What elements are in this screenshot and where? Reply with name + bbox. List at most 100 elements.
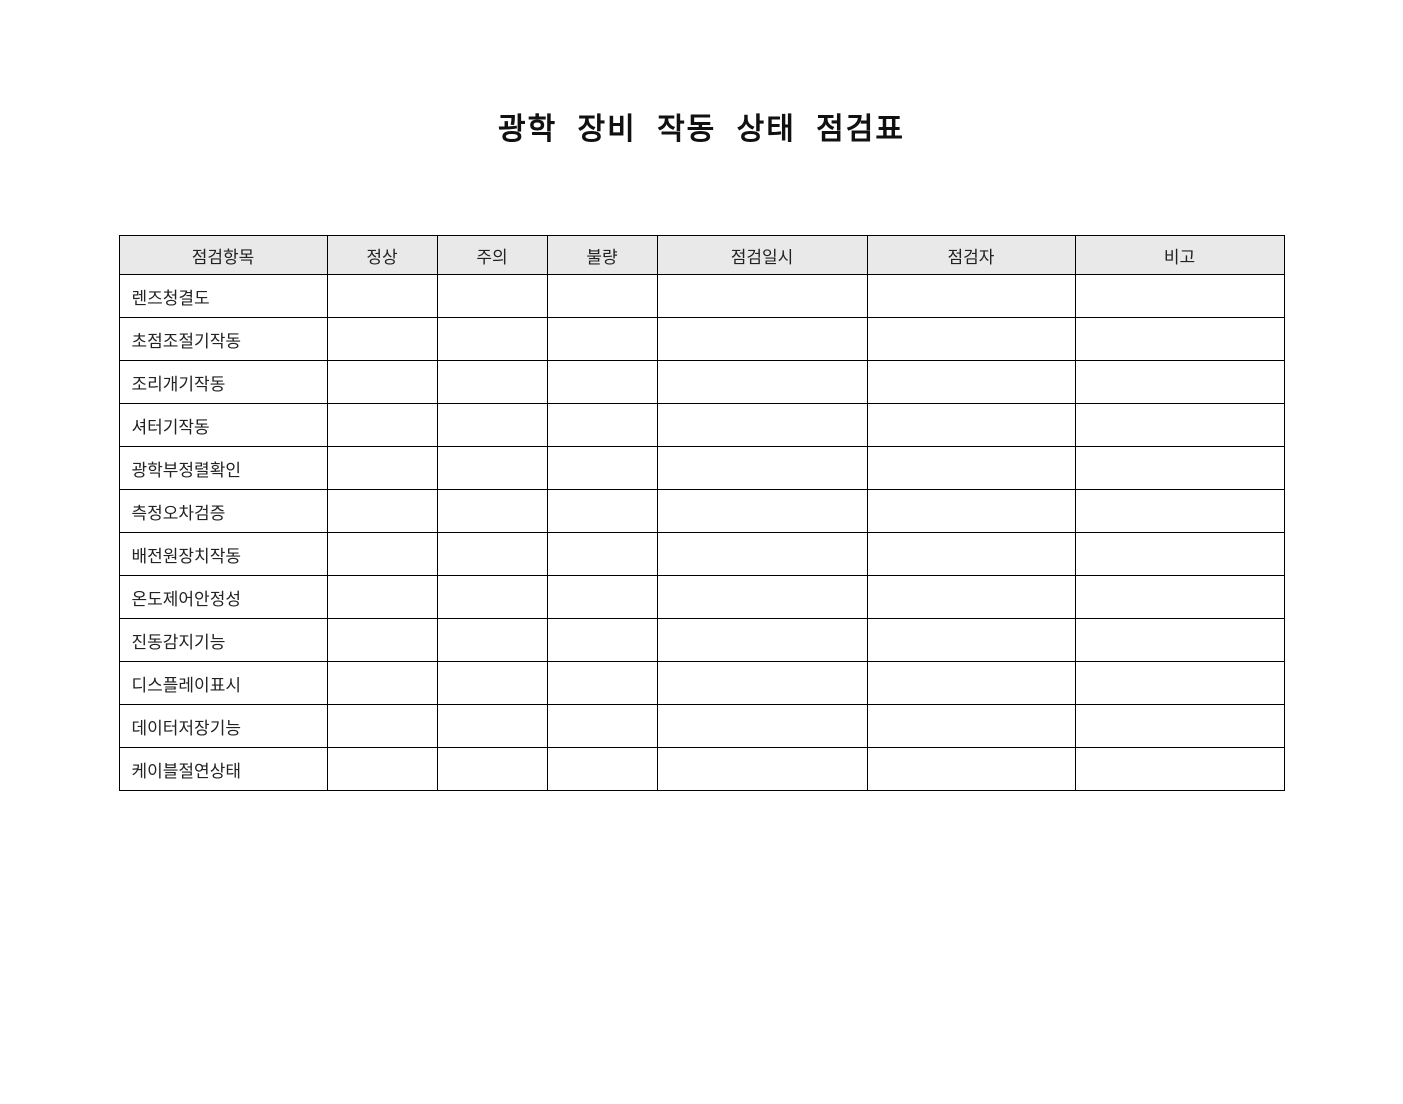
table-row: 셔터기작동 xyxy=(118,403,1285,447)
cell-caution xyxy=(436,489,548,533)
column-header-note: 비고 xyxy=(1074,235,1285,275)
table-row: 디스플레이표시 xyxy=(118,661,1285,705)
cell-datetime xyxy=(656,360,868,404)
cell-defect xyxy=(546,747,658,791)
cell-defect xyxy=(546,317,658,361)
cell-normal xyxy=(326,661,438,705)
table-row: 온도제어안정성 xyxy=(118,575,1285,619)
cell-defect xyxy=(546,360,658,404)
cell-caution xyxy=(436,403,548,447)
cell-inspector xyxy=(866,575,1076,619)
cell-note xyxy=(1074,575,1285,619)
cell-inspector xyxy=(866,747,1076,791)
cell-note xyxy=(1074,661,1285,705)
cell-normal xyxy=(326,360,438,404)
column-header-caution: 주의 xyxy=(436,235,548,275)
item-label: 조리개기작동 xyxy=(118,360,328,404)
item-label: 온도제어안정성 xyxy=(118,575,328,619)
table-row: 데이터저장기능 xyxy=(118,704,1285,748)
cell-note xyxy=(1074,618,1285,662)
cell-datetime xyxy=(656,618,868,662)
cell-defect xyxy=(546,532,658,576)
cell-inspector xyxy=(866,317,1076,361)
cell-caution xyxy=(436,704,548,748)
column-header-item: 점검항목 xyxy=(118,235,328,275)
page-title: 광학 장비 작동 상태 점검표 xyxy=(498,113,905,146)
cell-caution xyxy=(436,618,548,662)
cell-datetime xyxy=(656,489,868,533)
cell-datetime xyxy=(656,403,868,447)
cell-note xyxy=(1074,403,1285,447)
cell-inspector xyxy=(866,360,1076,404)
cell-caution xyxy=(436,317,548,361)
cell-inspector xyxy=(866,618,1076,662)
cell-caution xyxy=(436,532,548,576)
column-header-normal: 정상 xyxy=(326,235,438,275)
cell-datetime xyxy=(656,317,868,361)
cell-caution xyxy=(436,446,548,490)
cell-defect xyxy=(546,575,658,619)
cell-datetime xyxy=(656,704,868,748)
cell-normal xyxy=(326,575,438,619)
cell-normal xyxy=(326,403,438,447)
cell-inspector xyxy=(866,446,1076,490)
table-header-row: 점검항목 정상 주의 불량 점검일시 점검자 비고 xyxy=(118,235,1285,275)
item-label: 셔터기작동 xyxy=(118,403,328,447)
cell-normal xyxy=(326,489,438,533)
cell-note xyxy=(1074,274,1285,318)
cell-defect xyxy=(546,489,658,533)
document-page: 광학 장비 작동 상태 점검표 점검항목 정상 주의 불량 점검일시 점검자 비… xyxy=(0,112,1403,1104)
cell-note xyxy=(1074,360,1285,404)
cell-caution xyxy=(436,747,548,791)
cell-inspector xyxy=(866,532,1076,576)
item-label: 광학부정렬확인 xyxy=(118,446,328,490)
table-row: 광학부정렬확인 xyxy=(118,446,1285,490)
cell-normal xyxy=(326,747,438,791)
cell-caution xyxy=(436,575,548,619)
table-row: 조리개기작동 xyxy=(118,360,1285,404)
item-label: 측정오차검증 xyxy=(118,489,328,533)
column-header-inspector: 점검자 xyxy=(866,235,1076,275)
cell-defect xyxy=(546,704,658,748)
cell-normal xyxy=(326,317,438,361)
cell-normal xyxy=(326,532,438,576)
cell-inspector xyxy=(866,274,1076,318)
cell-note xyxy=(1074,704,1285,748)
cell-inspector xyxy=(866,704,1076,748)
item-label: 배전원장치작동 xyxy=(118,532,328,576)
table-row: 렌즈청결도 xyxy=(118,274,1285,318)
cell-inspector xyxy=(866,489,1076,533)
cell-note xyxy=(1074,747,1285,791)
item-label: 데이터저장기능 xyxy=(118,704,328,748)
cell-caution xyxy=(436,274,548,318)
cell-defect xyxy=(546,446,658,490)
cell-defect xyxy=(546,403,658,447)
table-row: 배전원장치작동 xyxy=(118,532,1285,576)
cell-note xyxy=(1074,489,1285,533)
cell-normal xyxy=(326,618,438,662)
cell-datetime xyxy=(656,532,868,576)
item-label: 디스플레이표시 xyxy=(118,661,328,705)
cell-normal xyxy=(326,704,438,748)
cell-datetime xyxy=(656,575,868,619)
cell-datetime xyxy=(656,446,868,490)
cell-note xyxy=(1074,446,1285,490)
table-row: 측정오차검증 xyxy=(118,489,1285,533)
cell-datetime xyxy=(656,661,868,705)
cell-inspector xyxy=(866,403,1076,447)
item-label: 케이블절연상태 xyxy=(118,747,328,791)
cell-datetime xyxy=(656,274,868,318)
cell-normal xyxy=(326,274,438,318)
item-label: 렌즈청결도 xyxy=(118,274,328,318)
column-header-datetime: 점검일시 xyxy=(656,235,868,275)
cell-note xyxy=(1074,317,1285,361)
checklist-table: 점검항목 정상 주의 불량 점검일시 점검자 비고 렌즈청결도 초점조절기작동 xyxy=(118,235,1285,791)
table-row: 케이블절연상태 xyxy=(118,747,1285,791)
item-label: 진동감지기능 xyxy=(118,618,328,662)
cell-note xyxy=(1074,532,1285,576)
cell-defect xyxy=(546,661,658,705)
table-row: 진동감지기능 xyxy=(118,618,1285,662)
cell-datetime xyxy=(656,747,868,791)
column-header-defect: 불량 xyxy=(546,235,658,275)
cell-inspector xyxy=(866,661,1076,705)
